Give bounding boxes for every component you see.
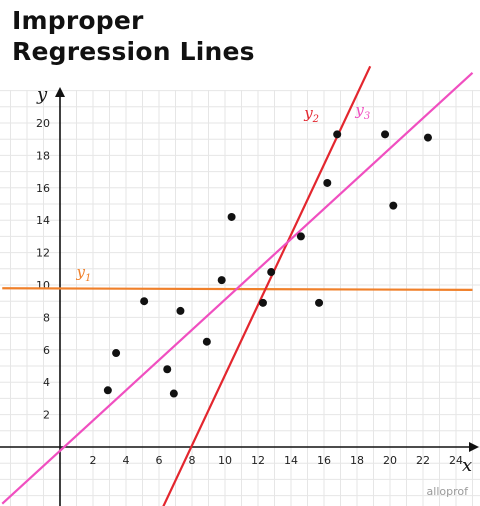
- y-axis-label: y: [36, 84, 48, 105]
- data-points: [103, 130, 432, 398]
- y-tick-label: 2: [43, 409, 50, 422]
- x-tick-label: 14: [284, 454, 298, 467]
- y-tick-label: 8: [43, 311, 50, 324]
- x-tick-label: 22: [416, 454, 430, 467]
- x-tick-label: 18: [350, 454, 364, 467]
- data-point: [315, 298, 324, 307]
- x-tick-label: 8: [189, 454, 196, 467]
- data-point: [227, 212, 236, 221]
- data-point: [323, 178, 332, 187]
- y-tick-label: 14: [36, 214, 50, 227]
- x-tick-label: 20: [383, 454, 397, 467]
- x-tick-label: 4: [123, 454, 130, 467]
- y-axis-arrow-icon: [55, 87, 65, 97]
- data-point: [140, 297, 149, 306]
- x-tick-label: 10: [218, 454, 232, 467]
- x-axis-label: x: [462, 455, 472, 476]
- x-axis-arrow-icon: [469, 442, 479, 452]
- x-tick-label: 2: [90, 454, 97, 467]
- y-tick-label: 6: [43, 344, 50, 357]
- data-point: [267, 268, 276, 277]
- data-point: [112, 349, 121, 358]
- chart-title-line-2: Regression Lines: [12, 37, 255, 66]
- x-tick-label: 12: [251, 454, 265, 467]
- x-tick-label: 6: [156, 454, 163, 467]
- line-label-y2: y2: [303, 104, 319, 125]
- line-labels: y1 y2 y3: [76, 101, 371, 284]
- data-point: [258, 298, 267, 307]
- data-point: [296, 232, 305, 241]
- data-point: [163, 365, 172, 374]
- data-point: [202, 337, 211, 346]
- data-point: [333, 130, 342, 139]
- line-label-y1: y1: [76, 263, 92, 284]
- chart-title-line-1: Improper: [12, 6, 144, 35]
- y-tick-label: 10: [36, 279, 50, 292]
- data-point: [169, 389, 178, 398]
- data-point: [423, 133, 432, 142]
- y-tick-label: 12: [36, 247, 50, 260]
- alloprof-logo: alloprof: [426, 485, 468, 498]
- data-point: [389, 201, 398, 210]
- data-point: [381, 130, 390, 139]
- regression-line-y3: [1, 71, 474, 505]
- line-label-y3: y3: [354, 101, 370, 122]
- y-tick-label: 20: [36, 117, 50, 130]
- axes: [0, 87, 479, 506]
- y-tick-label: 16: [36, 182, 50, 195]
- regression-line-y2: [162, 65, 372, 506]
- x-tick-label: 24: [449, 454, 463, 467]
- x-tick-label: 16: [317, 454, 331, 467]
- data-point: [103, 386, 112, 395]
- grid: [0, 90, 480, 506]
- y-tick-label: 18: [36, 149, 50, 162]
- data-point: [176, 306, 185, 315]
- regression-lines: [1, 65, 474, 506]
- y-tick-label: 4: [43, 376, 50, 389]
- data-point: [217, 276, 226, 285]
